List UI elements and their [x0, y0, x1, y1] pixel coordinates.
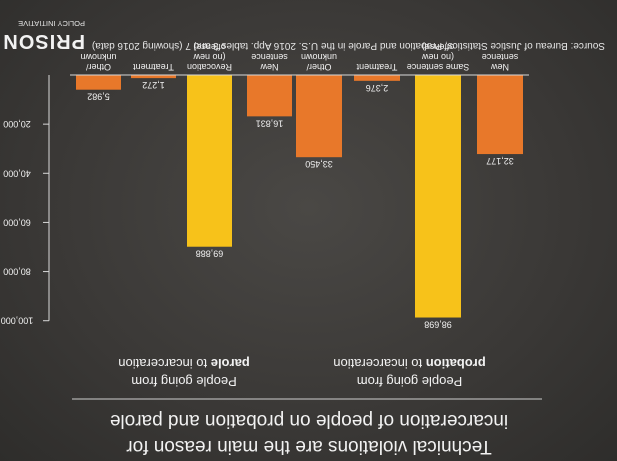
bar [415, 75, 461, 318]
bar-value-label: 16,831 [256, 118, 284, 128]
bar-value-label: 5,982 [87, 92, 110, 102]
bar-category-label: sentence [482, 52, 519, 62]
bar-category-label: Other/ [306, 62, 332, 72]
group-caption-line-2: probation to incarceration [333, 356, 485, 371]
bar-category-label: (no new [193, 52, 226, 62]
bar-category-label: unknown [301, 52, 337, 62]
bar-value-label: 69,888 [196, 249, 224, 259]
brand-logo: PRISON POLICY INITIATIVE [2, 19, 85, 52]
bar-value-label: 33,450 [305, 159, 333, 169]
bar-category-label: offense) [422, 42, 454, 52]
source-note: Source: Bureau of Justice Statistics, Pr… [92, 40, 605, 51]
y-axis: 20,000 40,000 60,000 80,000 100,000 [1, 75, 50, 326]
brand-logo-subtext: POLICY INITIATIVE [18, 19, 85, 28]
bar [247, 75, 292, 117]
y-tick-label: 80,000 [3, 267, 31, 277]
bar [477, 75, 523, 155]
bar [187, 75, 232, 247]
headline: Technical violations are the main reason… [110, 410, 508, 457]
bar-category-label: Revocation [187, 62, 232, 72]
bar [76, 75, 121, 90]
bar-category-label: unknown [80, 52, 116, 62]
group-caption-rest: to incarceration [118, 356, 211, 371]
group-captions: People going from probation to incarcerat… [118, 356, 485, 389]
bar-value-label: 32,177 [486, 156, 514, 166]
group-caption-bold: probation [426, 356, 486, 371]
group-caption-bold: parole [211, 356, 250, 371]
bar-category-label: Same sentence [407, 62, 470, 72]
y-tick-label: 100,000 [1, 316, 34, 326]
bar-category-label: New [260, 62, 279, 72]
headline-line-1: Technical violations are the main reason… [126, 436, 492, 457]
y-tick-label: 40,000 [3, 168, 31, 178]
bar [354, 75, 400, 81]
bar-category-label: New [491, 62, 510, 72]
headline-line-2: incarceration of people on probation and… [110, 410, 508, 431]
bar [131, 75, 176, 79]
bar-category-label: Treatment [356, 62, 397, 72]
brand-logo-text: PRISON [2, 30, 85, 52]
group-caption-line-2: parole to incarceration [118, 356, 250, 371]
bar-category-label: sentence [251, 52, 288, 62]
group-caption-line-1: People going from [131, 374, 237, 389]
bar-category-label: offense) [193, 42, 225, 52]
group-caption-line-1: People going from [357, 374, 463, 389]
bar-value-label: 98,698 [424, 320, 452, 330]
y-tick-label: 60,000 [3, 217, 31, 227]
y-tick-label: 20,000 [3, 119, 31, 129]
bar-category-label: (no new [421, 52, 454, 62]
bar-category-label: Other/ [85, 62, 111, 72]
group-caption-rest: to incarceration [333, 356, 426, 371]
bar [296, 75, 342, 158]
bar-category-label: Treatment [133, 62, 174, 72]
bar-value-label: 2,376 [366, 83, 389, 93]
bar-value-label: 1,272 [142, 80, 165, 90]
